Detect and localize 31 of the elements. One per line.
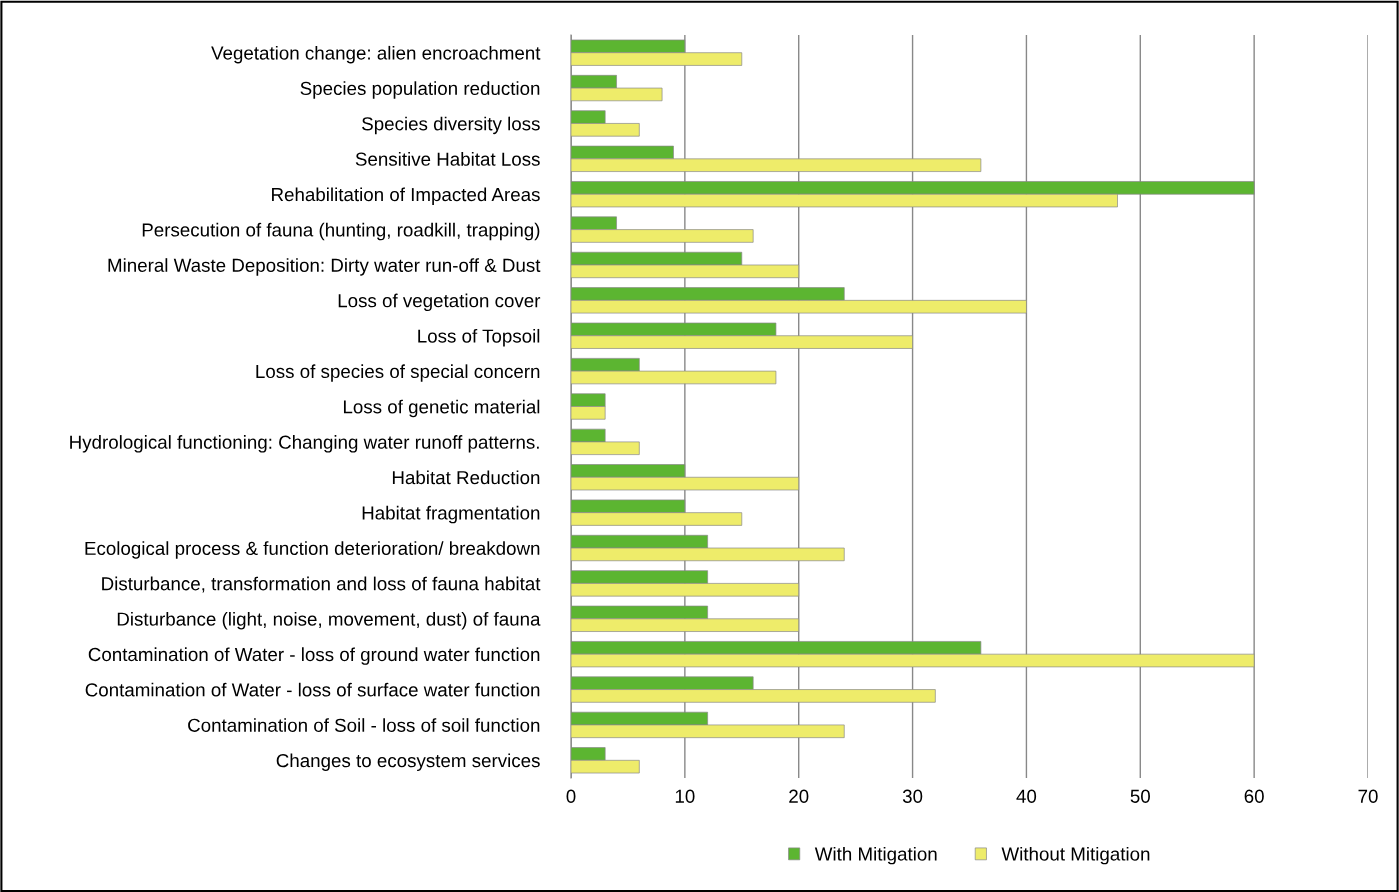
x-tick-label: 0 [566, 789, 576, 803]
x-tick-label: 10 [675, 789, 695, 803]
x-tick-label: 30 [902, 789, 923, 803]
y-tick-label: Disturbance (light, noise, movement, dust) of fauna [117, 611, 541, 630]
x-tick-label: 40 [1016, 789, 1037, 803]
y-tick-label: Sensitive Habitat Loss [355, 152, 540, 166]
y-tick-label: Contamination of Water - loss of surface water function [85, 682, 540, 697]
y-tick-label: Changes to ecosystem services [276, 753, 540, 771]
x-tick-label: 60 [1244, 789, 1264, 803]
y-tick-label: Ecological process & function deterioration/ breakdown [85, 541, 540, 559]
y-tick-label: Contamination of Water - loss of ground water function [88, 647, 540, 665]
y-tick-label: Habitat Reduction [392, 470, 540, 485]
y-tick-label: Persecution of fauna (hunting, roadkill, trapping) [142, 222, 540, 241]
y-tick-label: Loss of species of special concern [256, 364, 540, 382]
x-tick-label: 50 [1130, 789, 1150, 803]
x-tick-label: 20 [789, 789, 809, 803]
y-tick-label: Loss of vegetation cover [338, 293, 541, 312]
y-tick-label: Species diversity loss [362, 116, 540, 135]
x-tick-label: 70 [1358, 789, 1378, 803]
y-tick-label: Disturbance, transformation and loss of fauna habitat [102, 576, 541, 593]
y-tick-label: Loss of genetic material [343, 399, 540, 418]
y-tick-label: Vegetation change: alien encroachment [211, 45, 541, 64]
y-tick-label: Rehabilitation of Impacted Areas [272, 187, 540, 205]
legend-label: Without Mitigation [1001, 846, 1150, 865]
y-tick-label: Species population reduction [300, 81, 540, 99]
y-tick-label: Hydrological functioning: Changing water runoff patterns. [70, 435, 539, 453]
y-tick-label: Habitat fragmentation [362, 505, 540, 524]
y-tick-label: Mineral Waste Deposition: Dirty water run-off & Dust [108, 258, 541, 276]
legend-label: With Mitigation [814, 846, 937, 865]
y-tick-label: Contamination of Soil - loss of soil function [188, 718, 540, 732]
y-tick-label: Loss of Topsoil [418, 328, 540, 347]
